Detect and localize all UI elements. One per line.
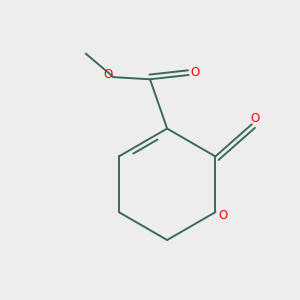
Text: O: O bbox=[190, 66, 199, 79]
Text: O: O bbox=[218, 209, 228, 222]
Text: O: O bbox=[250, 112, 260, 125]
Text: O: O bbox=[103, 68, 112, 82]
